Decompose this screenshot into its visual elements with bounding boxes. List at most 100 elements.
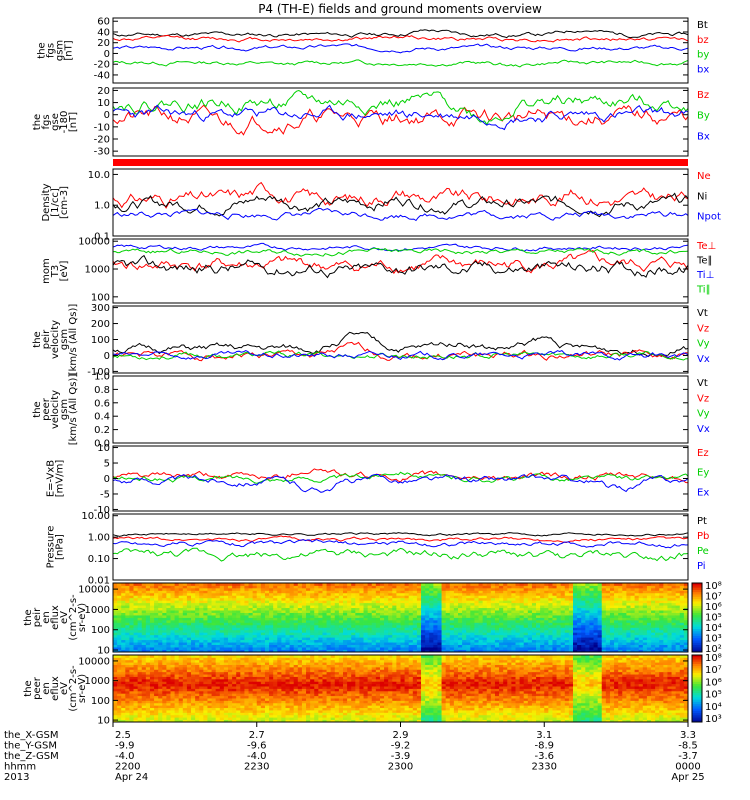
y-tick-label: 100 <box>91 335 110 346</box>
y-axis-label: en <box>41 611 52 624</box>
y-axis-label: peer <box>32 676 43 700</box>
panel-efield: 10 5 0 -5 -10 E=-VxB[mV/m] Ez Ey Ex <box>46 443 710 516</box>
series-line-Vy <box>112 350 689 361</box>
y-axis-label: gse <box>50 113 61 131</box>
x-row-label: the_Y-GSM <box>4 741 57 752</box>
series-line-Vz <box>112 341 689 362</box>
panel-frame <box>112 168 689 237</box>
legend-entry-Pe: Pe <box>697 546 709 557</box>
y-tick-label: 10.00 <box>81 511 110 522</box>
y-axis-label: sr-eV) <box>77 603 88 632</box>
y-tick-label: 100 <box>91 625 110 636</box>
y-axis-label: velocity <box>50 320 61 359</box>
y-axis-label: eV <box>59 611 70 624</box>
y-axis-label: sr-eV) <box>77 674 88 703</box>
panel-quality-bar <box>113 159 688 166</box>
series-line-Bt <box>112 29 689 39</box>
x-tick-value: -8.9 <box>534 741 554 752</box>
y-axis-label: [km/s (All Qs)] <box>68 374 79 446</box>
y-tick-label: -10 <box>94 122 110 133</box>
y-axis-label: (cm^2-s- <box>68 665 79 712</box>
y-axis-label: eflux <box>50 676 61 701</box>
y-tick-label: 10 <box>97 443 110 454</box>
y-axis-label: gsm <box>59 399 70 420</box>
legend-entry-Ez: Ez <box>697 448 709 459</box>
y-tick-label: 300 <box>91 303 110 314</box>
colorbar-label: 10⁴ <box>705 623 722 634</box>
x-tick-value: -3.7 <box>678 751 698 762</box>
legend-entry-Vt: Vt <box>697 378 708 389</box>
series-line-By <box>112 89 689 126</box>
y-tick-label: 10000 <box>78 656 110 667</box>
panel-stack: 6040200-20-40thefgsgsm[nT]Btbzbybx20100-… <box>23 17 722 727</box>
y-tick-label: 200 <box>91 319 110 330</box>
x-tick-value: -9.9 <box>115 741 135 752</box>
y-tick-label: 0.6 <box>94 398 110 409</box>
panel-frame <box>112 17 689 84</box>
x-tick-value: 2200 <box>115 762 140 773</box>
y-tick-label: -10 <box>94 505 110 516</box>
colorbar-label: 10³ <box>705 714 722 725</box>
series-line-Pt <box>112 532 689 537</box>
series-line-Te⊥ <box>112 250 689 275</box>
x-tick-value: 3.3 <box>680 730 696 741</box>
y-axis-label: (cm^2-s- <box>68 594 79 641</box>
panel-frame <box>112 305 689 374</box>
y-tick-label: 40 <box>97 28 110 39</box>
series-line-Bx <box>112 104 689 131</box>
x-tick-value: 2.9 <box>393 730 409 741</box>
y-tick-label: -20 <box>94 60 110 71</box>
series-line-Ex <box>112 473 689 493</box>
y-tick-label: 1000 <box>85 605 110 616</box>
x-tick-value: Apr 25 <box>671 772 704 783</box>
colorbar-label: 10⁸ <box>705 653 722 664</box>
legend-entry-Ex: Ex <box>697 487 709 498</box>
y-axis-label: fgs <box>46 43 57 58</box>
x-tick-value: -9.6 <box>247 741 267 752</box>
panel-frame <box>112 87 689 157</box>
y-tick-label: -40 <box>94 70 110 81</box>
y-axis-label: E=-VxB <box>46 460 57 497</box>
legend-entry-Pi: Pi <box>697 561 706 572</box>
colorbar-label: 10⁵ <box>705 690 722 701</box>
x-tick-value: -4.0 <box>247 751 267 762</box>
y-axis-label: the <box>32 331 43 347</box>
x-tick-value: -3.6 <box>534 751 554 762</box>
y-axis-label: Density <box>41 183 52 221</box>
colorbar-label: 10⁷ <box>705 665 722 676</box>
y-tick-label: 10 <box>97 98 110 109</box>
x-tick-value: 0000 <box>675 762 700 773</box>
y-axis-label: [nT] <box>64 40 75 60</box>
y-tick-label: 0.2 <box>94 425 110 436</box>
y-tick-label: 10.0 <box>88 170 110 181</box>
legend-entry-Vx: Vx <box>697 354 710 365</box>
x-tick-value: 2330 <box>532 762 557 773</box>
legend-entry-Ne: Ne <box>697 171 711 182</box>
y-tick-label: 0.8 <box>94 385 110 396</box>
x-tick-value: Apr 24 <box>115 772 148 783</box>
legend-entry-Pb: Pb <box>697 531 709 542</box>
colorbar-label: 10⁶ <box>705 677 722 688</box>
series-line-Pi <box>112 539 689 549</box>
y-tick-label: -100 <box>87 367 110 378</box>
legend-entry-Vy: Vy <box>697 339 710 350</box>
legend-entry-Ti⊥: Ti⊥ <box>696 270 714 281</box>
colorbar-label: 10² <box>705 644 722 655</box>
y-axis-label: the <box>37 42 48 58</box>
x-row-label: the_Z-GSM <box>4 751 59 762</box>
x-row-label: hhmm <box>4 762 36 773</box>
spectrogram-cells <box>113 583 689 653</box>
y-axis-label: the <box>23 609 34 625</box>
series-line-by <box>112 59 689 68</box>
y-axis-label: [cm-3] <box>59 186 70 219</box>
x-tick-value: 3.1 <box>536 730 552 741</box>
y-axis-label: [km/s (All Qs)] <box>68 304 79 376</box>
legend-entry-Vz: Vz <box>697 323 709 334</box>
series-line-Pe <box>112 547 689 562</box>
x-tick-value: 2.7 <box>249 730 265 741</box>
series-line-Ti∥ <box>112 247 689 257</box>
y-tick-label: 20 <box>97 38 110 49</box>
x-tick-value: -3.9 <box>391 751 411 762</box>
y-axis-label: the <box>32 114 43 130</box>
